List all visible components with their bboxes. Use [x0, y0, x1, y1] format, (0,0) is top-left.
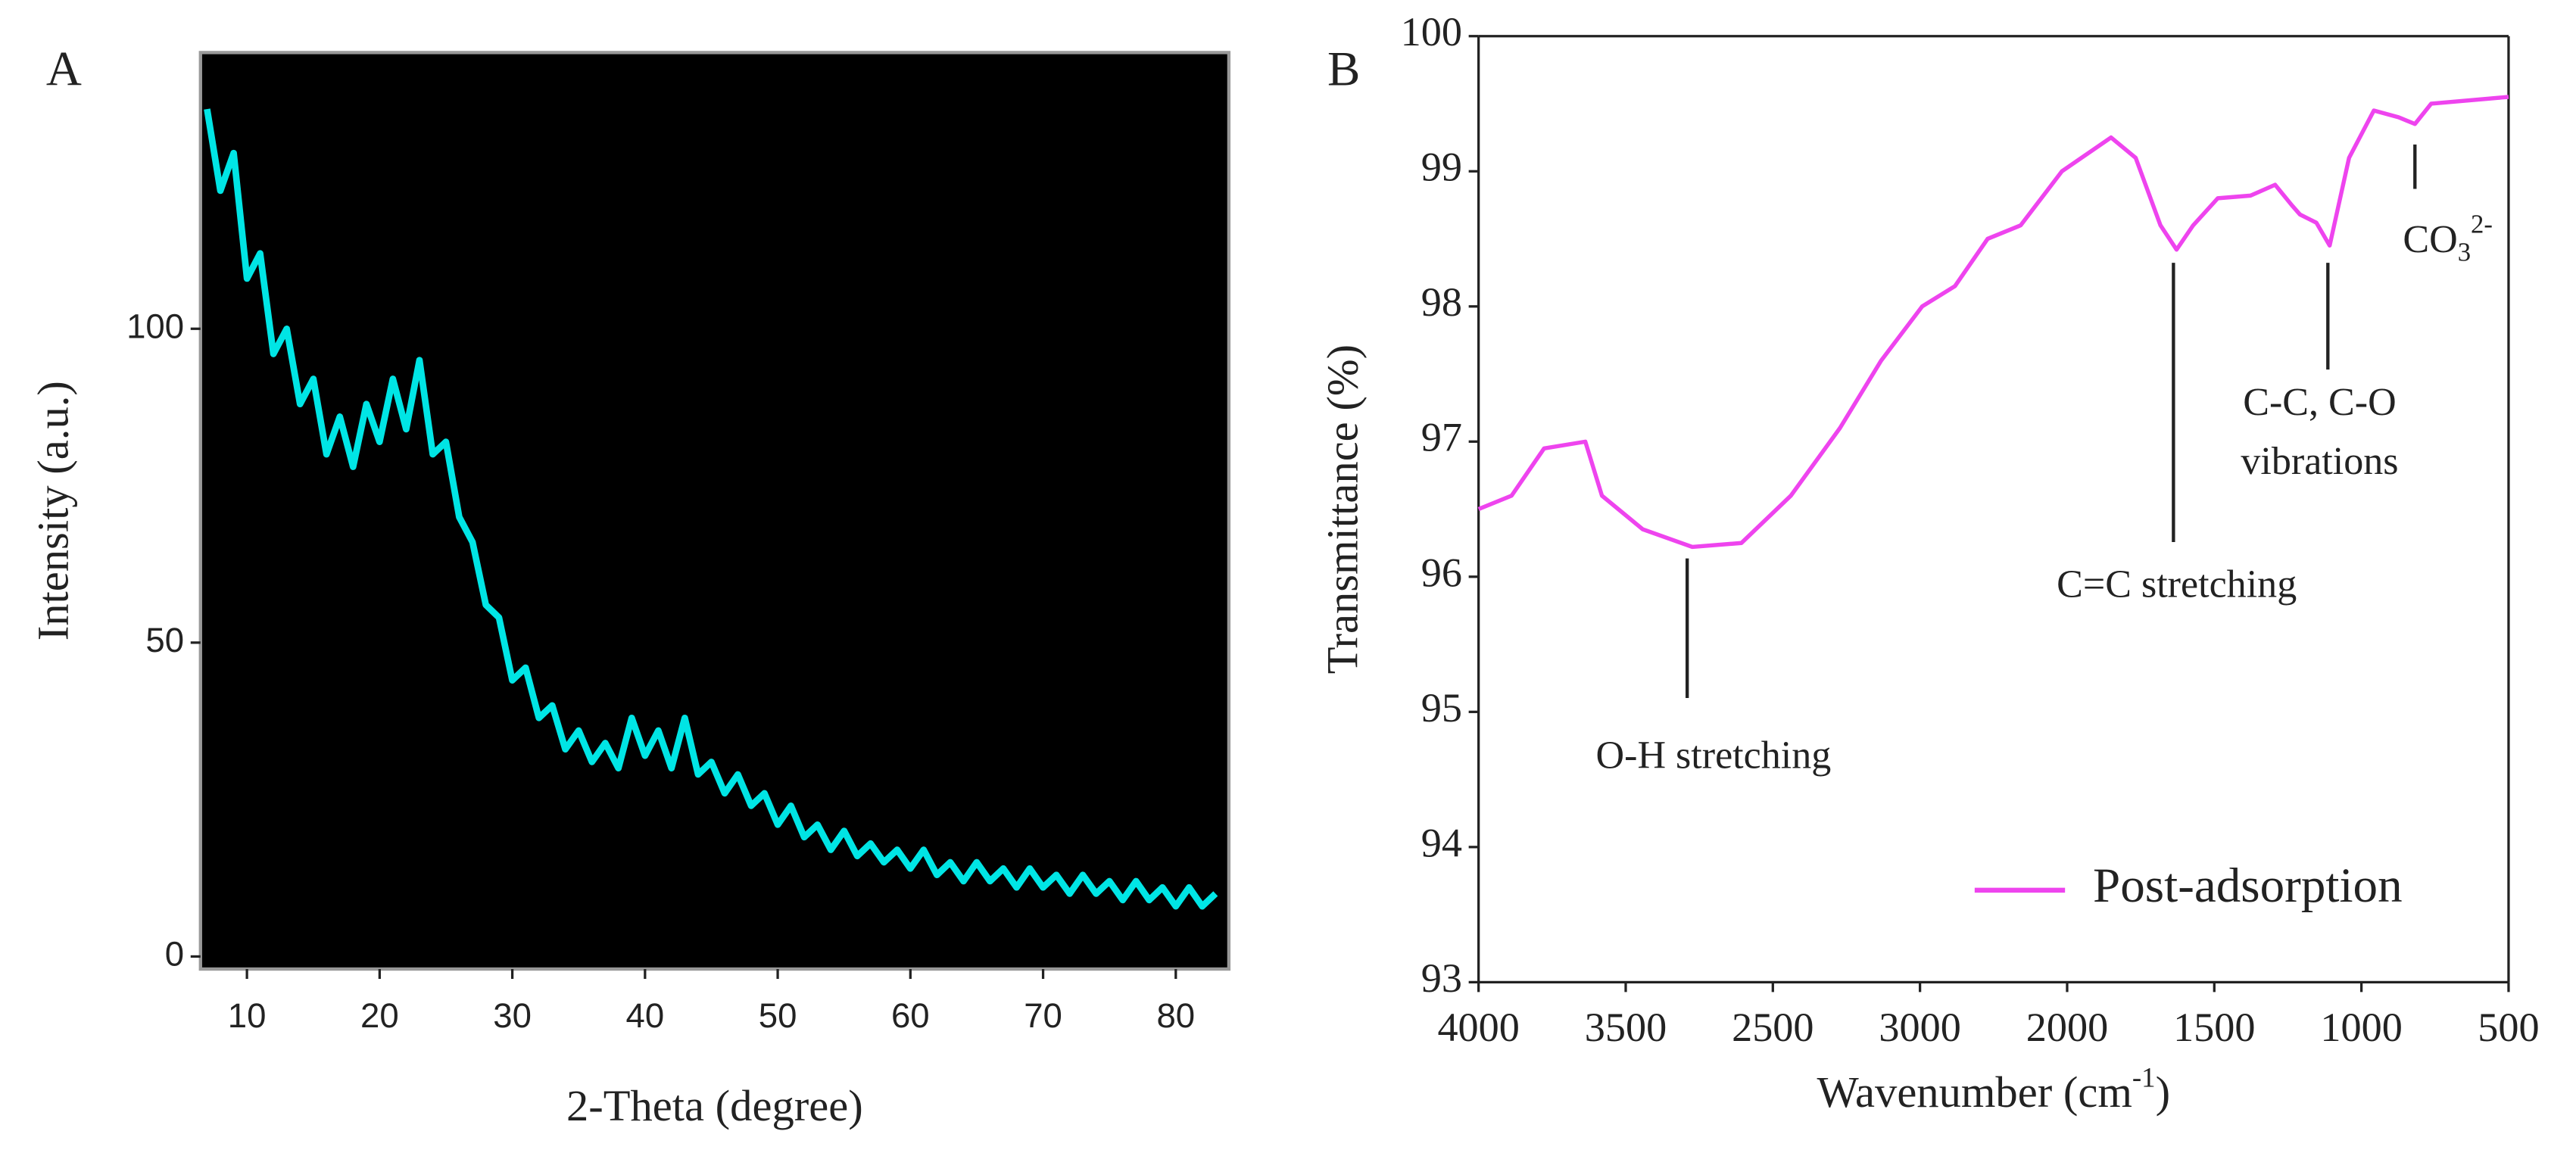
y-tick-label: 94 — [1421, 820, 1462, 865]
y-tick-label: 96 — [1421, 550, 1462, 595]
y-tick-label: 100 — [1401, 9, 1462, 55]
y-tick-label: 98 — [1421, 279, 1462, 325]
x-tick-label: 2000 — [2026, 1005, 2108, 1050]
panel-label: B — [1327, 42, 1360, 97]
data-line — [204, 108, 1218, 910]
y-tick-label: 0 — [165, 934, 184, 973]
x-label-sup: -1 — [2132, 1062, 2156, 1093]
y-axis-label: Intensity (a.u.) — [28, 381, 77, 640]
x-tick-label: 3000 — [1879, 1005, 1960, 1050]
annotation: O-H stretching — [1596, 734, 1832, 777]
x-tick-label: 40 — [626, 996, 665, 1035]
y-tick-label: 97 — [1421, 415, 1462, 460]
annotation-line2: vibrations — [2241, 440, 2398, 483]
annotation-text: C-C, C-O — [2243, 381, 2396, 424]
y-tick-label: 99 — [1421, 145, 1462, 190]
y-tick-label: 50 — [145, 621, 184, 659]
x-tick-label: 1500 — [2173, 1005, 2255, 1050]
x-tick-label: 3500 — [1585, 1005, 1667, 1050]
x-tick-label: 10 — [228, 996, 267, 1035]
plot-background — [198, 51, 1231, 971]
x-label-text: Wavenumber (cm — [1817, 1068, 2132, 1117]
data-line — [1477, 95, 2509, 550]
x-axis-label: Wavenumber (cm-1) — [1817, 1062, 2170, 1117]
annotation-text: C=C stretching — [2057, 563, 2297, 606]
annotation-sub: 3 — [2458, 237, 2471, 266]
x-tick-label: 4000 — [1437, 1005, 1519, 1050]
annotation: C=C stretching — [2057, 563, 2297, 606]
y-tick-label: 95 — [1421, 685, 1462, 731]
x-tick-label: 80 — [1156, 996, 1195, 1035]
annotation-text: CO — [2403, 218, 2457, 261]
x-label-tail: ) — [2156, 1068, 2171, 1117]
x-tick-label: 60 — [891, 996, 930, 1035]
x-axis-label: 2-Theta (degree) — [566, 1081, 863, 1130]
y-axis-label: Transmittance (%) — [1318, 344, 1368, 674]
y-tick-label: 100 — [126, 307, 184, 345]
annotation-sup: 2- — [2471, 209, 2493, 238]
annotation: C-C, C-O — [2243, 381, 2396, 424]
y-tick-label: 93 — [1421, 955, 1462, 1001]
x-tick-label: 70 — [1024, 996, 1062, 1035]
legend-label: Post-adsorption — [2093, 859, 2403, 913]
panel-label: A — [46, 42, 82, 97]
x-tick-label: 30 — [493, 996, 532, 1035]
annotation-text: O-H stretching — [1596, 734, 1832, 777]
x-tick-label: 50 — [759, 996, 797, 1035]
x-tick-label: 2500 — [1732, 1005, 1813, 1050]
x-tick-label: 500 — [2478, 1005, 2539, 1050]
x-tick-label: 1000 — [2320, 1005, 2402, 1050]
x-tick-label: 20 — [360, 996, 399, 1035]
annotation: CO32- — [2403, 209, 2493, 266]
